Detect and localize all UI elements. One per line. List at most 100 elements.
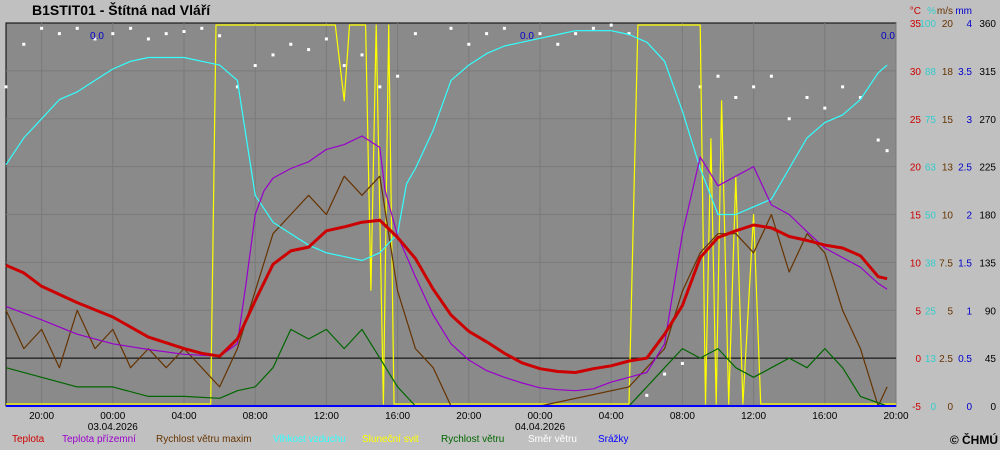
wind-direction-point — [841, 85, 845, 89]
wind-axis-tick: 7.5 — [939, 258, 953, 269]
wind-axis-tick: 13 — [942, 163, 954, 174]
x-axis-tick: 04:00 — [599, 411, 624, 422]
series-smer-vetru — [4, 23, 889, 397]
wind-direction-point — [663, 372, 667, 376]
wind-direction-point — [164, 32, 168, 36]
wind-axis-unit: m/s — [937, 6, 953, 17]
x-axis-tick: 00:00 — [527, 411, 552, 422]
wind-direction-point — [556, 42, 560, 46]
precip-axis-tick: 1.5 — [958, 258, 972, 269]
precip-axis-tick: 2.5 — [958, 163, 972, 174]
date-label: 04.04.2026 — [515, 422, 565, 433]
wind-direction-point — [591, 26, 595, 30]
dir-axis-tick: 270 — [979, 115, 996, 126]
date-label: 03.04.2026 — [88, 422, 138, 433]
wind-axis-tick: 20 — [942, 19, 954, 30]
wind-direction-point — [876, 138, 880, 142]
x-axis-tick: 00:00 — [100, 411, 125, 422]
hum-axis-tick: 0 — [930, 402, 936, 413]
wind-direction-point — [805, 95, 809, 99]
wind-axis-tick: 18 — [942, 67, 954, 78]
precip-axis-unit: mm — [955, 6, 972, 17]
wind-direction-point — [57, 32, 61, 36]
dir-axis-tick: 90 — [985, 306, 997, 317]
wind-direction-point — [449, 26, 453, 30]
hum-axis-tick: 13 — [925, 354, 937, 365]
wind-direction-point — [40, 26, 44, 30]
x-axis-tick: 12:00 — [741, 411, 766, 422]
temp-axis-tick: 0 — [915, 354, 921, 365]
legend-item: Rychlost větru maxim — [156, 434, 252, 445]
legend-item: Teplota přízemní — [62, 434, 136, 445]
series-teplota — [5, 218, 888, 374]
precip-axis-tick: 3.5 — [958, 67, 972, 78]
wind-direction-point — [574, 32, 578, 36]
wind-direction-point — [200, 26, 204, 30]
precip-axis-tick: 0.5 — [958, 354, 972, 365]
wind-direction-point — [609, 23, 613, 27]
x-axis-tick: 20:00 — [883, 411, 908, 422]
wind-direction-point — [146, 37, 150, 41]
hum-axis-tick: 50 — [925, 211, 937, 222]
wind-direction-point — [22, 42, 26, 46]
wind-axis-tick: 5 — [947, 306, 953, 317]
wind-direction-point — [4, 85, 8, 89]
wind-direction-point — [235, 85, 239, 89]
dir-axis-tick: 135 — [979, 258, 996, 269]
precip-sum-label: 0.0 — [520, 31, 534, 42]
wind-direction-point — [698, 85, 702, 89]
temp-axis-tick: 20 — [910, 163, 922, 174]
wind-direction-point — [307, 48, 311, 52]
temp-axis-tick: 15 — [910, 211, 922, 222]
wind-direction-point — [271, 53, 275, 57]
x-axis-tick: 08:00 — [243, 411, 268, 422]
wind-direction-point — [129, 26, 133, 30]
legend-item: Směr větru — [528, 434, 577, 445]
wind-direction-point — [769, 74, 773, 78]
legend-item: Teplota — [12, 434, 45, 445]
wind-direction-point — [111, 32, 115, 36]
wind-direction-point — [645, 393, 649, 397]
hum-axis-tick: 75 — [925, 115, 937, 126]
x-axis-tick: 08:00 — [670, 411, 695, 422]
wind-direction-point — [378, 85, 382, 89]
wind-direction-point — [823, 106, 827, 110]
wind-direction-point — [787, 117, 791, 121]
temp-axis-unit: °C — [910, 6, 921, 17]
temp-axis-tick: 5 — [915, 306, 921, 317]
hum-axis-tick: 25 — [925, 306, 937, 317]
wind-direction-point — [752, 85, 756, 89]
chart-title: B1STIT01 - Štítná nad Vláří — [32, 2, 211, 18]
precip-sum-label: 0.0 — [90, 31, 104, 42]
x-axis-tick: 16:00 — [812, 411, 837, 422]
legend-item: Rychlost větru — [441, 434, 505, 445]
wind-direction-point — [538, 32, 542, 36]
legend-item: Srážky — [598, 434, 629, 445]
wind-direction-point — [413, 32, 417, 36]
dir-axis-tick: 45 — [985, 354, 997, 365]
temp-axis-tick: 25 — [910, 115, 922, 126]
series-layer — [4, 23, 896, 407]
temp-axis-tick: 35 — [910, 19, 922, 30]
wind-direction-point — [396, 74, 400, 78]
wind-direction-point — [218, 34, 222, 38]
wind-direction-point — [75, 26, 79, 30]
wind-direction-point — [342, 64, 346, 68]
temp-axis-tick: 30 — [910, 67, 922, 78]
wind-direction-point — [289, 42, 293, 46]
wind-direction-point — [93, 37, 97, 41]
copyright: © ČHMÚ — [949, 433, 998, 447]
series-vlhkost-vzduchu — [5, 30, 888, 262]
dir-axis-tick: 225 — [979, 163, 996, 174]
wind-direction-point — [253, 64, 257, 68]
temp-axis-tick: 10 — [910, 258, 922, 269]
x-axis-tick: 20:00 — [29, 411, 54, 422]
hum-axis-tick: 100 — [919, 19, 936, 30]
wind-direction-point — [502, 26, 506, 30]
precip-axis-tick: 3 — [966, 115, 972, 126]
axis-layer: 35302520151050-5°C100887563503825130%201… — [29, 6, 996, 433]
x-axis-tick: 20:00 — [456, 411, 481, 422]
wind-direction-point — [885, 149, 889, 153]
temp-axis-tick: -5 — [912, 402, 921, 413]
dir-axis-tick: 315 — [979, 67, 996, 78]
